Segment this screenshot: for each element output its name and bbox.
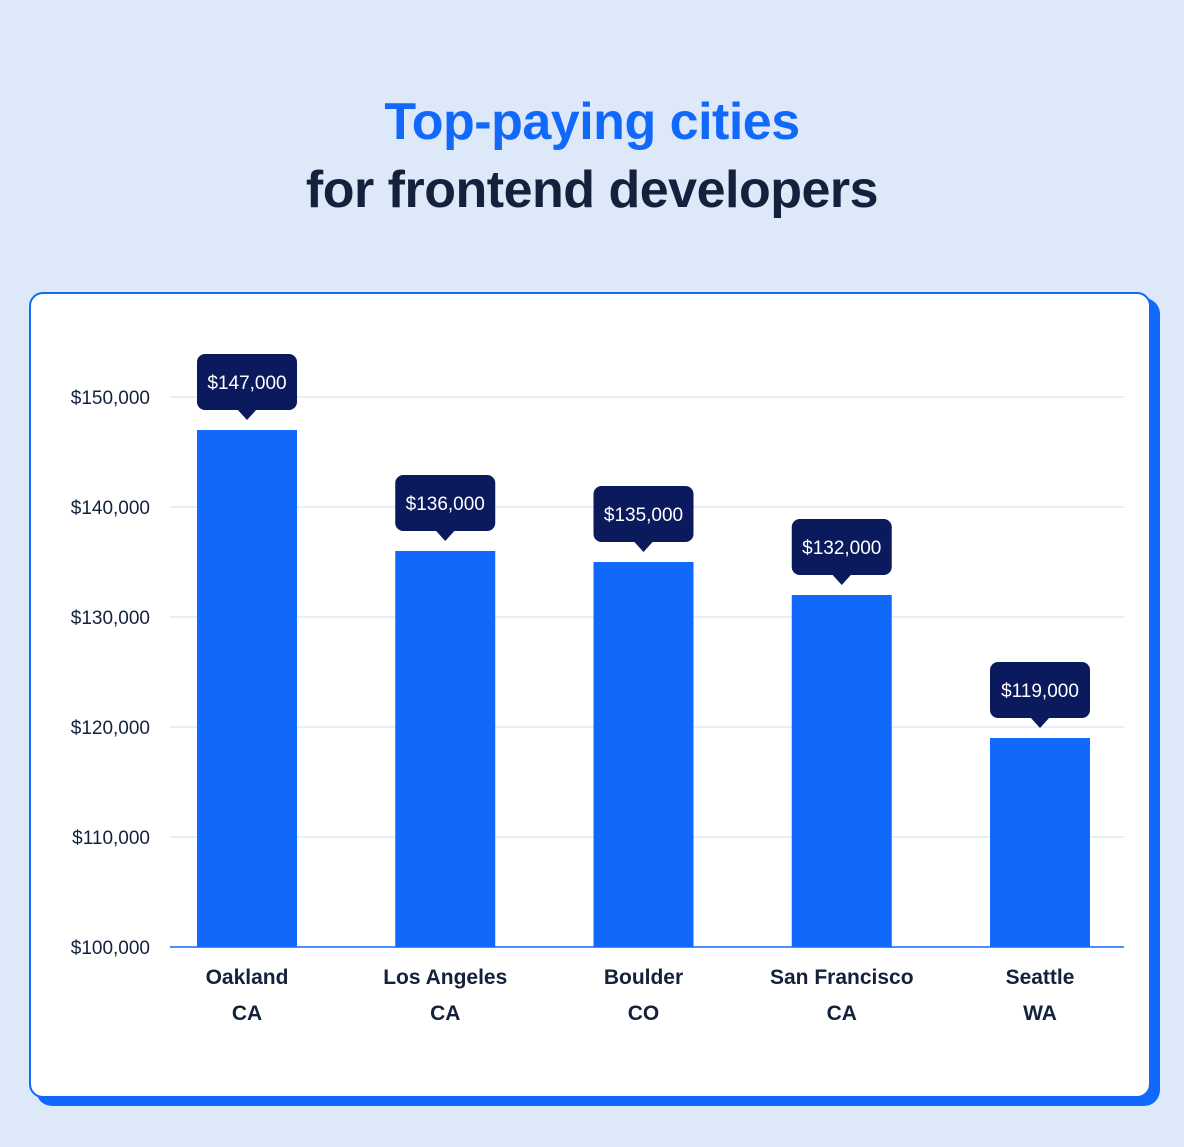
x-tick-label-city: Seattle (1006, 966, 1075, 989)
x-tick-label-state: CA (232, 1002, 262, 1025)
data-label-callout: $119,000 (990, 662, 1090, 728)
x-tick-label-state: WA (1023, 1002, 1057, 1025)
data-label-callout: $135,000 (593, 486, 694, 552)
y-tick-label: $100,000 (71, 938, 150, 959)
data-label: $135,000 (604, 505, 683, 526)
data-label-callout: $132,000 (791, 519, 892, 585)
data-label-callout: $147,000 (197, 354, 297, 420)
y-tick-label: $110,000 (72, 828, 150, 849)
data-label-box (197, 354, 297, 410)
x-tick-label-city: Oakland (206, 966, 289, 989)
chart-title: Top-paying cities for frontend developer… (0, 88, 1184, 224)
x-tick-label-city: Boulder (604, 966, 683, 989)
bar (791, 595, 892, 947)
x-tick-label-city: San Francisco (770, 966, 914, 989)
x-tick-label-state: CA (430, 1002, 460, 1025)
title-line-2: for frontend developers (305, 161, 879, 219)
data-label: $119,000 (1001, 681, 1079, 702)
data-label-box (990, 662, 1090, 718)
x-tick-label-state: CO (628, 1002, 660, 1025)
y-tick-label: $150,000 (71, 388, 150, 409)
data-label: $136,000 (406, 494, 485, 515)
data-label-box (791, 519, 892, 575)
y-tick-label: $120,000 (71, 718, 150, 739)
data-label: $147,000 (207, 373, 286, 394)
data-label-box (395, 475, 496, 531)
data-label-pointer (1030, 717, 1050, 728)
data-label-box (593, 486, 694, 542)
title-line-1: Top-paying cities (384, 93, 800, 151)
data-label-callout: $136,000 (395, 475, 496, 541)
data-label-pointer (633, 541, 654, 552)
x-tick-label-state: CA (827, 1002, 857, 1025)
data-label-pointer (237, 409, 257, 420)
bar (990, 738, 1090, 947)
bar (593, 562, 694, 947)
x-tick-label-city: Los Angeles (383, 966, 507, 989)
y-tick-label: $130,000 (71, 608, 150, 629)
bar (395, 551, 496, 947)
y-tick-label: $140,000 (71, 498, 150, 519)
data-label: $132,000 (802, 538, 881, 559)
bar (197, 430, 297, 947)
data-label-pointer (831, 574, 852, 585)
data-label-pointer (435, 530, 456, 541)
